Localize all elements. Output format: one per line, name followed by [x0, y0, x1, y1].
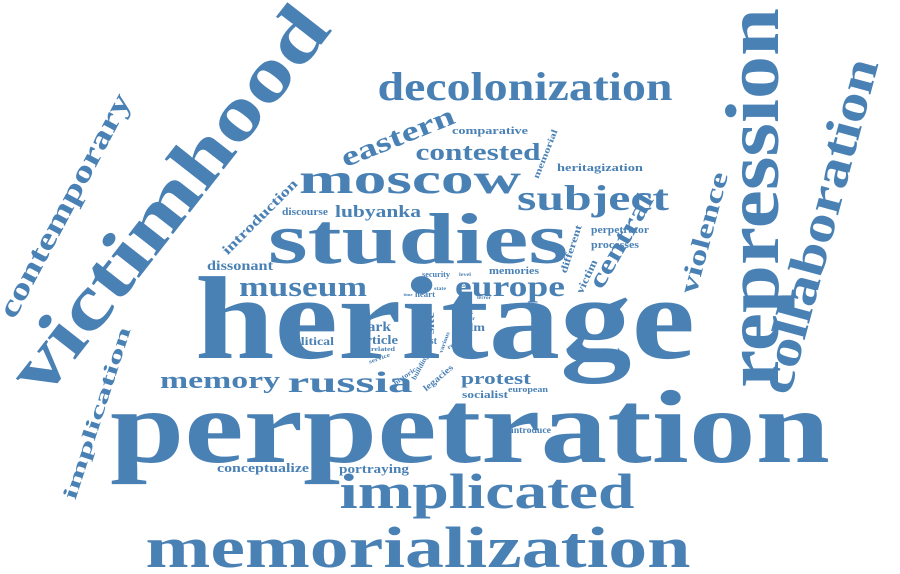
word-case: case — [419, 284, 430, 289]
word-actor: actor — [461, 317, 476, 322]
word-security: security — [422, 270, 450, 279]
word-lubyanka: lubyanka — [335, 202, 422, 221]
word-decolonization: decolonization — [378, 64, 673, 109]
word-film: film — [461, 320, 485, 334]
word-implicated: implicated — [340, 463, 635, 519]
word-moscow: moscow — [299, 157, 522, 203]
word-terror: terror — [477, 296, 492, 301]
word-contested: contested — [416, 140, 542, 166]
word-past: past — [419, 336, 438, 347]
word-protest: protest — [461, 369, 531, 388]
word-site: site — [423, 311, 437, 334]
word-dark: dark — [359, 320, 391, 335]
word-processes: processes — [591, 240, 639, 251]
word-comparative: comparative — [452, 126, 529, 137]
word-russia: russia — [288, 366, 413, 399]
word-europe: europe — [455, 270, 565, 303]
word-heart: heart — [415, 290, 435, 299]
word-socialist: socialist — [462, 389, 508, 401]
word-way: way — [459, 284, 469, 289]
word-time: time — [404, 292, 413, 297]
word-european: european — [508, 385, 549, 394]
word-repression: repression — [711, 8, 795, 388]
word-historical: historical — [580, 347, 621, 357]
word-heritagization: heritagization — [557, 162, 643, 174]
word-memories: memories — [489, 266, 539, 277]
word-museum: museum — [239, 272, 367, 303]
word-state: state — [434, 287, 447, 292]
word-perpetrator: perpetrator — [591, 225, 650, 236]
word-discourse: discourse — [282, 207, 329, 218]
word-heritage: heritage — [195, 253, 695, 384]
word-political: political — [286, 334, 335, 348]
word-studies: studies — [268, 199, 568, 279]
word-conceptualize: conceptualize — [217, 460, 309, 475]
word-memory: memory — [160, 368, 280, 394]
word-subject: subject — [517, 178, 669, 218]
word-portraying: portraying — [339, 461, 410, 476]
word-introduce: introduce — [511, 425, 551, 435]
word-work: work — [461, 311, 473, 316]
word-article: article — [358, 332, 398, 347]
word-memorialization: memorialization — [146, 515, 691, 574]
word-level: level — [459, 273, 472, 278]
word-dissonant: dissonant — [207, 259, 273, 274]
word-related: related — [371, 347, 396, 353]
word-perpetration: perpetration — [110, 370, 830, 485]
